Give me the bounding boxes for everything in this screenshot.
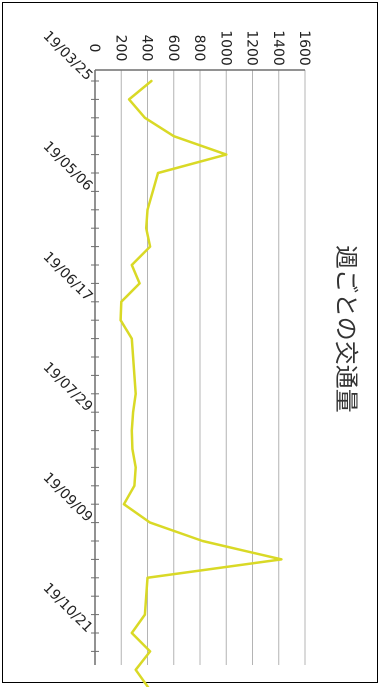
date-tick-label: 19/03/25 (40, 28, 96, 84)
data-point (132, 411, 134, 414)
date-tick-label: 19/10/21 (40, 580, 96, 636)
value-tick-label: 0 (86, 44, 102, 53)
data-point (151, 190, 154, 193)
data-point (172, 135, 175, 137)
data-point (128, 98, 130, 101)
data-point (144, 117, 146, 119)
series-group (119, 79, 283, 687)
data-point (131, 448, 134, 450)
data-point (130, 429, 133, 432)
date-tick-label: 19/06/17 (40, 249, 96, 305)
data-point (145, 595, 147, 597)
data-point (123, 503, 125, 506)
data-point (157, 172, 159, 174)
date-tick-label: 19/07/29 (40, 359, 96, 415)
value-tick-label: 400 (139, 35, 155, 62)
data-point (120, 301, 123, 303)
data-point (146, 577, 149, 579)
value-tick-labels: 0 200 400 600 800 1000 1200 1400 1600 (86, 30, 312, 66)
gridlines (120, 70, 306, 665)
data-point (138, 282, 141, 285)
axes (91, 69, 305, 665)
data-point (132, 356, 134, 358)
data-point (149, 245, 151, 248)
value-tick-label: 1600 (296, 30, 312, 66)
data-point (146, 209, 149, 211)
data-point (149, 650, 151, 653)
value-tick-label: 1200 (244, 30, 260, 66)
value-tick-label: 1000 (217, 30, 233, 66)
chart-frame (2, 2, 378, 683)
data-point (144, 613, 146, 616)
data-point (130, 632, 133, 634)
date-tick-label: 19/09/09 (40, 470, 96, 526)
value-tick-label: 800 (191, 35, 207, 62)
value-tick-label: 1400 (270, 30, 286, 66)
data-point (133, 374, 136, 377)
chart-title: 週ごとの交通量 (332, 245, 360, 413)
data-point (225, 153, 228, 156)
data-point (280, 558, 283, 561)
data-point (201, 540, 204, 542)
date-tick-labels: 19/03/25 19/05/06 19/06/17 19/07/29 19/09/09… (40, 28, 96, 636)
data-point (130, 264, 133, 266)
data-point (119, 319, 122, 322)
data-point (134, 393, 137, 395)
data-point (150, 80, 153, 82)
data-point (133, 485, 136, 487)
data-point (134, 669, 137, 671)
date-tick-label: 19/05/06 (40, 138, 96, 194)
data-point (145, 227, 147, 229)
value-tick-label: 600 (165, 35, 181, 62)
data-point (130, 337, 133, 340)
value-tick-label: 200 (112, 35, 128, 62)
data-point (149, 521, 151, 524)
data-point (134, 466, 137, 469)
